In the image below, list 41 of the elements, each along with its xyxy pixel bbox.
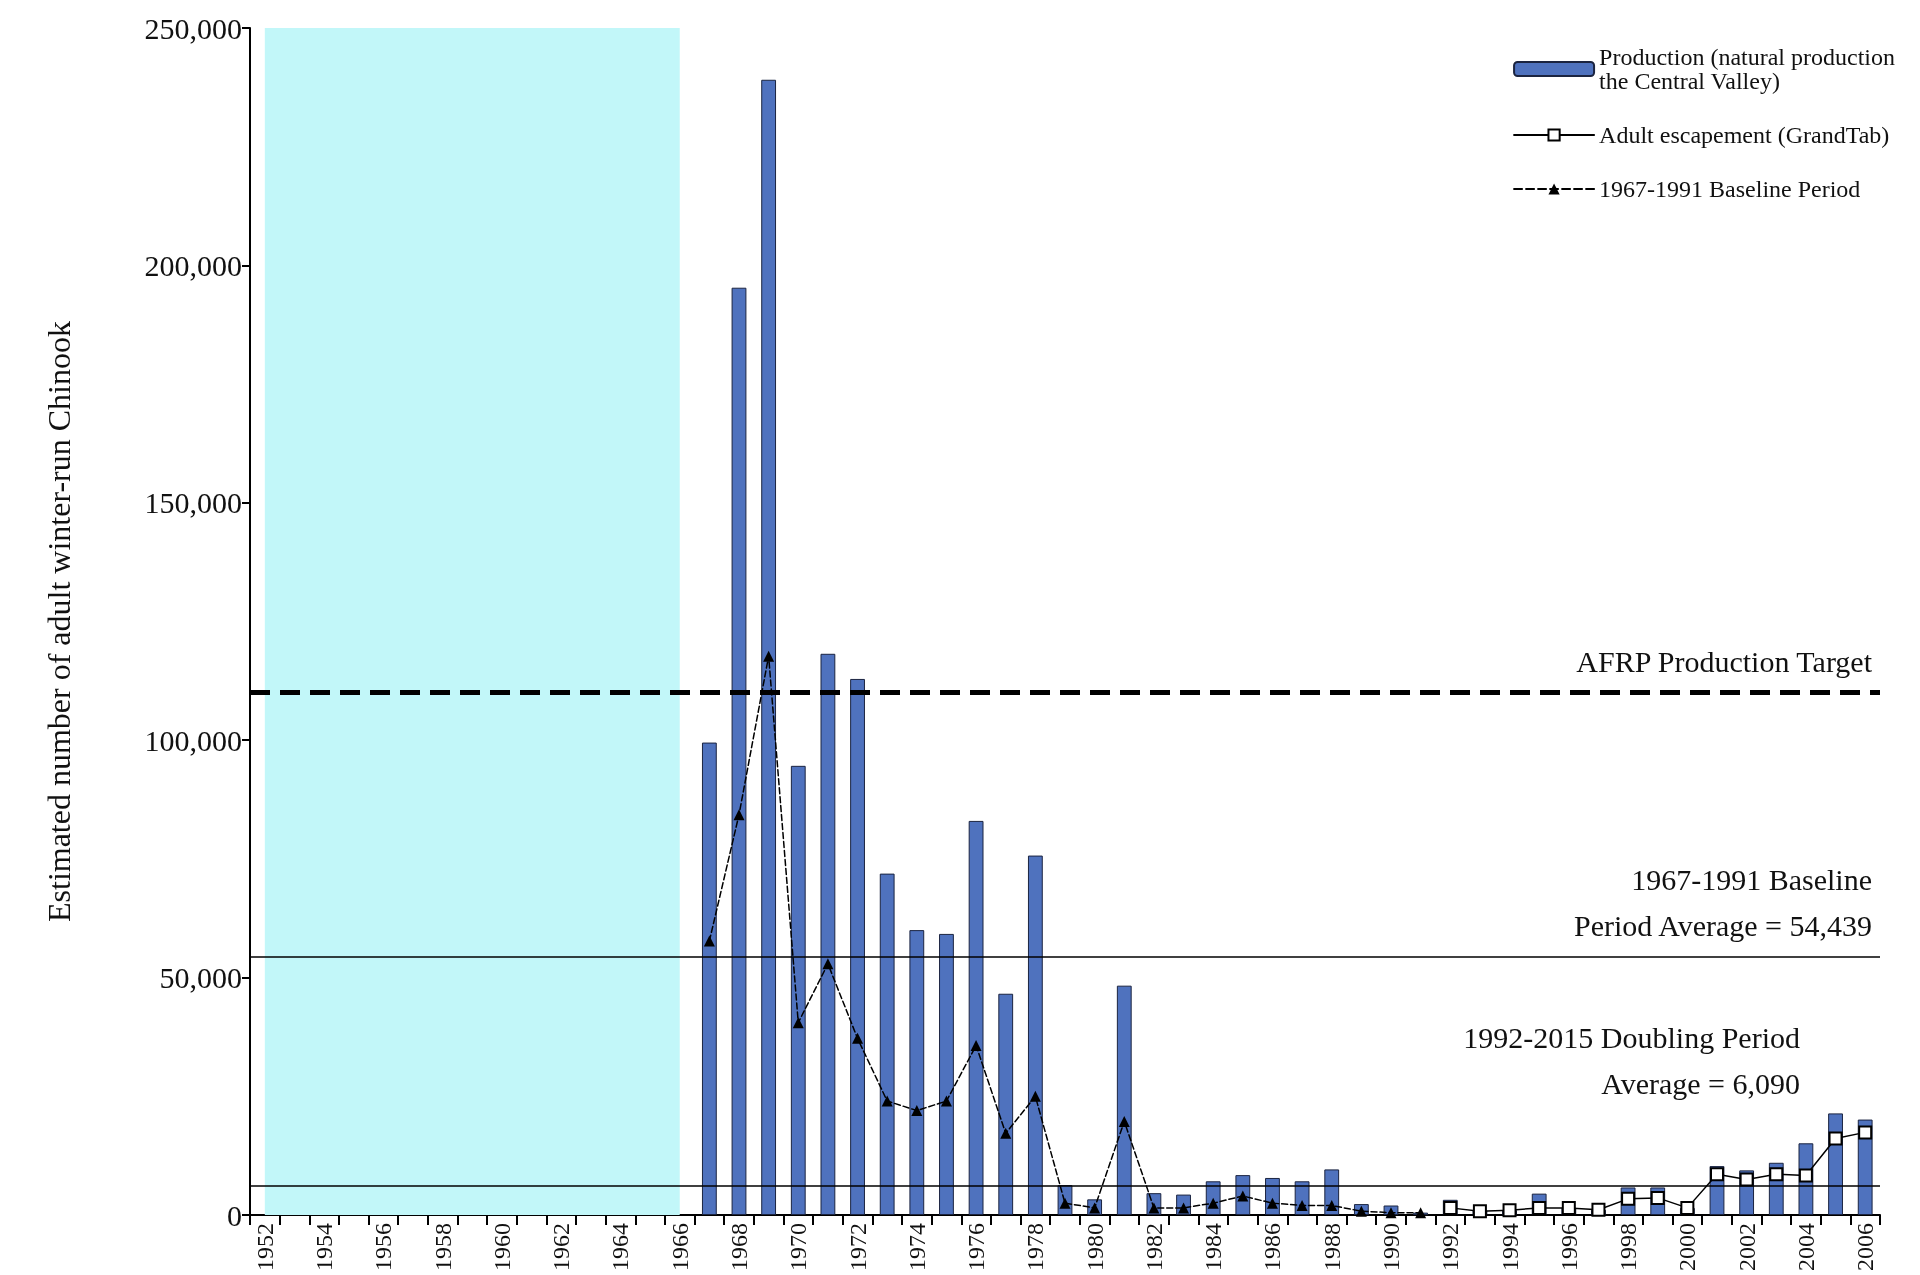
x-tick-label: 1986 [1259, 1223, 1286, 1271]
x-tick-label: 1988 [1318, 1223, 1345, 1271]
x-tick-label: 1992 [1437, 1223, 1464, 1271]
x-tick-label: 1964 [607, 1223, 634, 1271]
legend-label: Adult escapement (GrandTab) [1599, 122, 1890, 148]
legend-label: Production (natural production the Central Valley) [1599, 44, 1895, 94]
x-tick-label: 1952 [251, 1223, 278, 1271]
x-tick-label: 1954 [311, 1223, 338, 1271]
x-tick-label: 1996 [1555, 1223, 1582, 1271]
x-tick-label: 1976 [963, 1223, 990, 1271]
ref-line-label: 1992-2015 Doubling Period Average = 6,090 [1463, 1020, 1800, 1100]
x-tick-label: 1966 [666, 1223, 693, 1271]
x-tick-label: 2002 [1733, 1223, 1760, 1271]
x-tick-label: 1978 [1022, 1223, 1049, 1271]
legend-label: 1967-1991 Baseline Period [1599, 176, 1861, 202]
ref-line-label: 1967-1991 Baseline Period Average = 54,439 [1574, 863, 1872, 943]
x-tick-label: 1960 [488, 1223, 515, 1271]
x-tick-label: 1958 [429, 1223, 456, 1271]
y-tick-label: 0 [227, 1198, 242, 1232]
x-tick-label: 1980 [1081, 1223, 1108, 1271]
ref-line-label: AFRP Production Target [1576, 645, 1873, 679]
x-tick-label: 1982 [1140, 1223, 1167, 1271]
y-tick-label: 100,000 [144, 723, 242, 757]
x-tick-label: 1956 [370, 1223, 397, 1271]
x-tick-label: 2000 [1674, 1223, 1701, 1271]
x-tick-label: 1972 [844, 1223, 871, 1271]
y-tick-label: 250,000 [144, 11, 242, 45]
x-tick-label: 1998 [1615, 1223, 1642, 1271]
x-tick-label: 1990 [1378, 1223, 1404, 1271]
y-tick-label: 200,000 [144, 248, 242, 282]
x-tick-label: 1984 [1200, 1223, 1227, 1271]
x-tick-label: 2004 [1792, 1223, 1819, 1271]
x-tick-label: 1962 [548, 1223, 575, 1271]
x-tick-label: 1994 [1496, 1223, 1523, 1271]
x-tick-label: 2006 [1852, 1223, 1879, 1271]
x-tick-label: 1970 [785, 1223, 812, 1271]
x-tick-label: 1974 [903, 1223, 930, 1271]
y-tick-label: 150,000 [144, 486, 242, 520]
y-tick-label: 50,000 [159, 961, 242, 995]
x-tick-label: 1968 [726, 1223, 752, 1271]
y-axis-title: Estimated number of adult winter-run Chinook [41, 320, 77, 923]
